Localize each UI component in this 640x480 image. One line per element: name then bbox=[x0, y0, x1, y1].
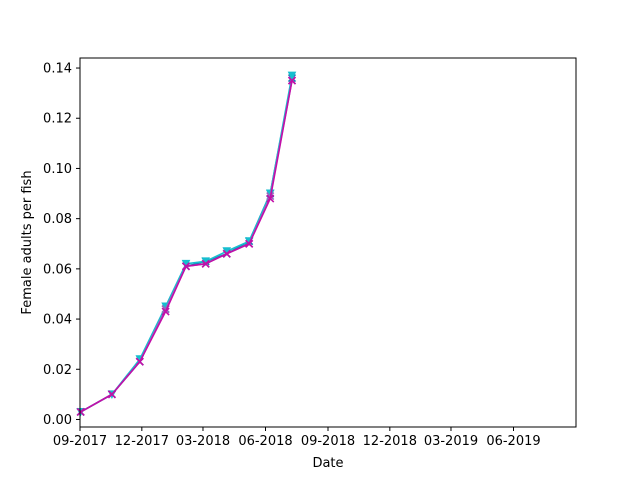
series-line bbox=[80, 80, 293, 413]
data-point bbox=[201, 259, 210, 268]
y-tick-label: 0.02 bbox=[43, 363, 72, 378]
data-point bbox=[287, 71, 297, 81]
x-tick-label: 03-2019 bbox=[424, 434, 478, 449]
x-tick-label: 12-2018 bbox=[363, 434, 417, 449]
data-point bbox=[135, 357, 144, 366]
x-tick-label: 12-2017 bbox=[115, 434, 169, 449]
y-tick-label: 0.12 bbox=[43, 112, 72, 127]
y-tick-label: 0.08 bbox=[43, 212, 72, 227]
series-line bbox=[80, 75, 293, 413]
y-tick-label: 0.04 bbox=[43, 313, 72, 328]
data-point bbox=[181, 262, 191, 271]
x-tick-label: 09-2018 bbox=[301, 434, 355, 449]
data-point bbox=[222, 249, 231, 258]
data-point bbox=[287, 76, 297, 85]
series-layer bbox=[76, 71, 297, 417]
y-axis-label: Female adults per fish bbox=[20, 170, 35, 314]
x-tick-label: 06-2018 bbox=[238, 434, 292, 449]
data-point bbox=[161, 307, 170, 316]
y-tick-label: 0.10 bbox=[43, 162, 72, 177]
x-tick-label: 09-2017 bbox=[53, 434, 107, 449]
series-4 bbox=[76, 76, 297, 417]
x-tick-label: 06-2019 bbox=[486, 434, 540, 449]
x-axis-label: Date bbox=[312, 456, 343, 471]
data-point bbox=[245, 239, 254, 248]
y-tick-label: 0.00 bbox=[43, 413, 72, 428]
y-axis: 0.00 0.02 0.04 0.06 0.08 0.10 0.12 0.14 bbox=[43, 62, 80, 428]
data-point bbox=[76, 407, 85, 417]
data-point bbox=[266, 194, 275, 203]
x-axis: 09-2017 12-2017 03-2018 06-2018 09-2018 12-20… bbox=[53, 427, 541, 449]
y-tick-label: 0.06 bbox=[43, 262, 72, 277]
data-point bbox=[107, 390, 116, 399]
y-tick-label: 0.14 bbox=[43, 62, 72, 77]
x-tick-label: 03-2018 bbox=[176, 434, 230, 449]
